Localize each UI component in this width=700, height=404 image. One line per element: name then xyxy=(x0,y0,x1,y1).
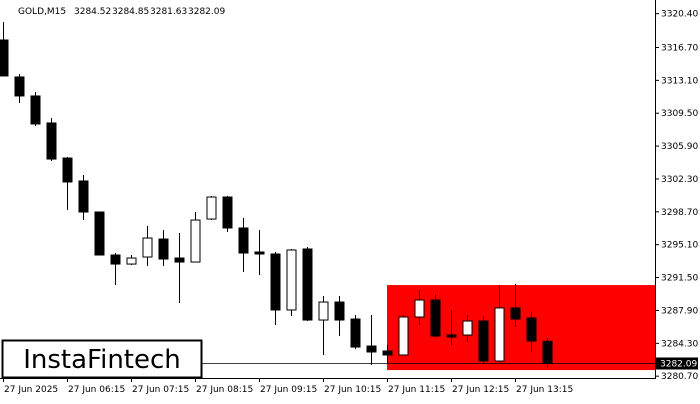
header-high: 3284.85 xyxy=(112,7,149,17)
candle-layer xyxy=(0,22,553,368)
candle-body xyxy=(190,219,201,263)
x-tick-label: 27 Jun 08:15 xyxy=(196,385,253,395)
y-tick-label: 3284.30 xyxy=(661,339,698,349)
y-tick-label: 3291.50 xyxy=(661,274,698,284)
candle-body xyxy=(238,227,249,254)
candle-body xyxy=(174,257,185,263)
candle-body xyxy=(286,249,297,311)
candle-body xyxy=(14,76,25,97)
header-close: 3282.09 xyxy=(188,7,225,17)
x-tick-label: 27 Jun 07:15 xyxy=(132,385,189,395)
y-tick-label: 3280.70 xyxy=(661,372,698,382)
candle-body xyxy=(78,180,89,213)
y-tick-label: 3316.70 xyxy=(661,43,698,53)
candle-body xyxy=(350,318,361,348)
candle-body xyxy=(446,334,457,338)
header-low: 3281.63 xyxy=(150,7,187,17)
candle-body xyxy=(510,307,521,320)
logo-box xyxy=(1,339,203,379)
candle-body xyxy=(318,301,329,321)
price-label: 3282.09 xyxy=(660,359,697,369)
x-tick-label: 27 Jun 10:15 xyxy=(324,385,381,395)
chart-title: GOLD,M15 xyxy=(18,7,66,17)
pattern-zone xyxy=(387,285,655,371)
candle-body xyxy=(270,253,281,311)
candle-body xyxy=(398,316,409,356)
candle-body xyxy=(206,196,217,220)
header-open: 3284.52 xyxy=(74,7,111,17)
candle-body xyxy=(222,196,233,229)
candle-body xyxy=(142,237,153,258)
zone-layer xyxy=(387,285,655,371)
x-tick-label: 27 Jun 12:15 xyxy=(452,385,509,395)
y-tick-label: 3298.70 xyxy=(661,208,698,218)
candle-body xyxy=(334,301,345,321)
candle-body xyxy=(158,238,169,260)
candle-body xyxy=(62,157,73,183)
y-tick-label: 3320.40 xyxy=(661,10,698,20)
candle-body xyxy=(126,257,137,265)
candle-body xyxy=(462,320,473,336)
candle-body xyxy=(526,317,537,342)
x-tick-label: 27 Jun 13:15 xyxy=(516,385,573,395)
y-tick-label: 3305.90 xyxy=(661,142,698,152)
candle-body xyxy=(494,307,505,362)
candle-body xyxy=(94,211,105,256)
candle-body xyxy=(478,320,489,362)
candle-body xyxy=(302,248,313,321)
y-tick-label: 3295.10 xyxy=(661,241,698,251)
price-label-box xyxy=(656,357,698,370)
candle-body xyxy=(366,345,377,353)
x-tick-label: 27 Jun 09:15 xyxy=(260,385,317,395)
y-tick-label: 3309.50 xyxy=(661,109,698,119)
logo: InstaFintech xyxy=(23,345,181,375)
candle-body xyxy=(542,340,553,364)
y-tick-label: 3302.30 xyxy=(661,175,698,185)
candle-body xyxy=(0,39,9,77)
candle-body xyxy=(110,254,121,265)
y-tick-label: 3313.10 xyxy=(661,76,698,86)
candle-body xyxy=(430,299,441,337)
x-tick-label: 27 Jun 06:15 xyxy=(68,385,125,395)
candle-body xyxy=(382,350,393,356)
candle-body xyxy=(46,122,57,160)
x-tick-label: 27 Jun 2025 xyxy=(4,385,58,395)
candle-body xyxy=(254,251,265,255)
x-tick-label: 27 Jun 11:15 xyxy=(388,385,445,395)
candle-body xyxy=(414,299,425,318)
y-tick-label: 3287.90 xyxy=(661,306,698,316)
candle-body xyxy=(30,95,41,125)
